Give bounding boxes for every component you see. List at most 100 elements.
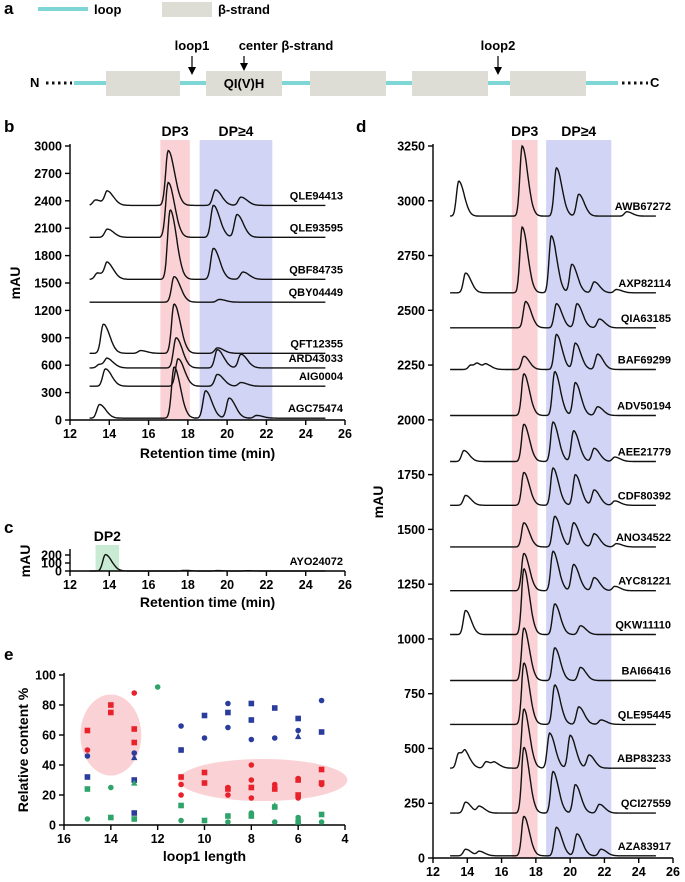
chromatogram-trace	[89, 303, 326, 354]
scatter-point-blue-circle	[84, 753, 91, 759]
chromatogram-trace	[450, 225, 656, 294]
trace-label: QCI27559	[621, 798, 671, 810]
x-tick-label: 12	[63, 427, 77, 441]
x-axis-title: Retention time (min)	[140, 445, 275, 461]
trace-label: AZA83917	[618, 841, 671, 853]
chromatogram-trace	[89, 553, 326, 572]
x-tick-label: 26	[338, 427, 352, 441]
trace-label: AIG0004	[299, 371, 344, 383]
scatter-point-green-circle	[271, 819, 278, 825]
scatter-point-red-square	[318, 766, 325, 773]
scatter-point-green-triangle	[131, 779, 138, 786]
scatter-point-blue-circle	[201, 735, 208, 741]
panel-label-e: e	[4, 645, 13, 664]
scatter-point-green-square	[108, 814, 114, 821]
scatter-point-blue-square	[178, 747, 184, 753]
y-tick-label: 20	[42, 789, 56, 803]
trace-label: QBY04449	[289, 287, 343, 299]
y-tick-label: 100	[35, 669, 56, 683]
x-tick-label: 18	[529, 865, 543, 879]
trace-label: QKW11110	[615, 620, 671, 632]
x-axis-title: Retention time (min)	[140, 594, 275, 610]
x-tick-label: 26	[666, 865, 680, 879]
x-tick-label: 20	[220, 427, 234, 441]
scatter-point-red-circle	[248, 777, 255, 783]
scatter-point-red-circle	[84, 747, 91, 753]
x-tick-label: 4	[342, 832, 349, 846]
y-tick-label: 900	[41, 331, 62, 345]
chromatogram-trace	[450, 815, 656, 857]
scatter-point-blue-circle	[131, 750, 138, 756]
region-label: DP≥4	[561, 123, 596, 139]
scatter-point-green-square	[318, 811, 325, 818]
scatter-point-green-circle	[295, 814, 301, 821]
scatter-point-red-square	[318, 780, 325, 786]
x-tick-label: 18	[181, 427, 195, 441]
y-tick-label: 0	[55, 414, 62, 428]
legend-strand-swatch	[162, 2, 212, 17]
trace-label: AGC75474	[288, 403, 344, 415]
y-tick-label: 0	[49, 819, 56, 833]
x-tick-label: 8	[248, 832, 255, 846]
center-strand-annotation: center β-strand	[239, 38, 334, 53]
scatter-point-blue-square	[225, 709, 231, 716]
loop1-arrowhead	[188, 67, 196, 75]
center-strand-label: QI(V)H	[224, 76, 264, 91]
beta-strand-3	[310, 71, 386, 96]
scatter-point-blue-circle	[248, 736, 255, 743]
y-tick-label: 2700	[34, 167, 62, 181]
highlight-ellipse	[80, 694, 142, 776]
chart-d: DP3 DP≥4 12 14 16 18 20 22 24 26 0 250 500 750 1000 125…	[370, 123, 680, 882]
chromatogram-trace	[89, 336, 326, 369]
scatter-point-red-square	[271, 786, 278, 792]
x-tick-label: 14	[460, 865, 474, 879]
trace-label: QBF84735	[289, 264, 343, 276]
y-tick-label: 2100	[34, 222, 62, 236]
y-tick-label: 600	[41, 359, 62, 373]
x-tick-label: 22	[597, 865, 611, 879]
legend-strand-label: β-strand	[218, 2, 270, 17]
scatter-point-red-square	[248, 784, 255, 791]
chromatogram-trace	[450, 333, 656, 371]
y-tick-label: 3250	[397, 140, 425, 154]
x-tick-label: 12	[63, 578, 77, 592]
x-tick-label: 24	[299, 427, 313, 441]
chromatogram-trace	[89, 366, 326, 419]
x-tick-label: 20	[563, 865, 577, 879]
x-tick-label: 16	[142, 427, 156, 441]
y-tick-label: 2400	[34, 194, 62, 208]
chromatogram-trace	[450, 421, 656, 463]
region-dp4	[199, 140, 273, 420]
chromatogram-trace	[450, 515, 656, 548]
scatter-point-blue-triangle	[131, 754, 138, 761]
region-label: DP3	[161, 123, 188, 139]
x-tick-label: 26	[338, 578, 352, 592]
scatter-point-blue-square	[84, 774, 91, 780]
y-tick-label: 0	[55, 565, 62, 579]
y-tick-label: 1000	[397, 632, 425, 646]
x-tick-label: 16	[142, 578, 156, 592]
trace-label: CDF80392	[618, 490, 671, 502]
y-tick-label: 0	[418, 852, 425, 866]
scatter-point-red-circle	[248, 795, 255, 801]
chromatogram-trace	[89, 181, 326, 238]
scatter-point-red-circle	[248, 762, 255, 768]
chromatogram-trace	[450, 746, 656, 814]
y-tick-label: 1200	[34, 304, 62, 318]
x-tick-label: 24	[299, 578, 313, 592]
scatter-point-blue-square	[271, 705, 278, 711]
scatter-point-blue-circle	[225, 724, 231, 731]
panel-label-a: a	[4, 0, 14, 18]
y-axis-title: mAU	[17, 545, 33, 578]
scatter-point-green-circle	[84, 816, 91, 822]
panel-a: a loop β-strand N C QI(V)H loop1 center …	[4, 0, 660, 96]
scatter-point-red-square	[108, 709, 114, 716]
x-tick-label: 16	[495, 865, 509, 879]
n-terminus-label: N	[30, 75, 39, 90]
y-tick-label: 1750	[397, 468, 425, 482]
y-tick-label: 40	[42, 759, 56, 773]
y-tick-label: 300	[41, 386, 62, 400]
scatter-point-red-square	[84, 727, 91, 734]
x-tick-label: 14	[102, 427, 116, 441]
chromatogram-trace	[89, 275, 326, 303]
